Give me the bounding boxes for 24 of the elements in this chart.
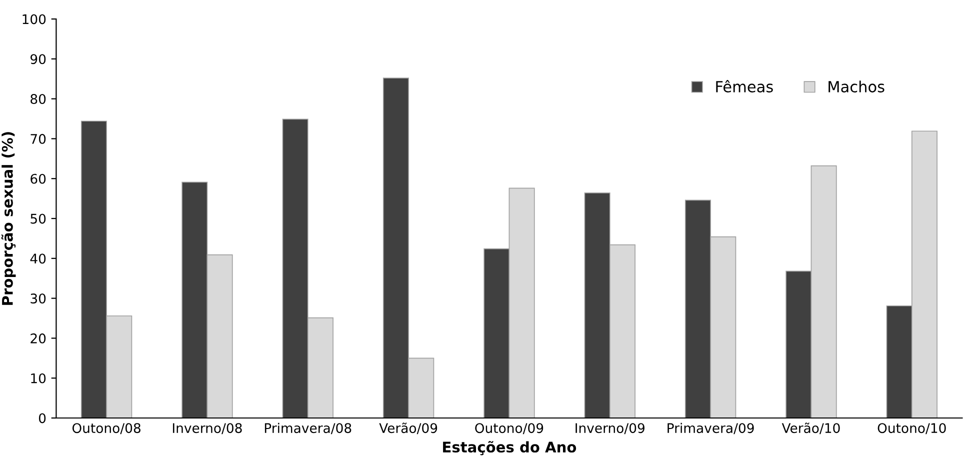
y-tick-label: 0 <box>38 413 46 424</box>
legend-label: Machos <box>828 80 884 92</box>
x-tick-label: Primavera/09 <box>668 422 754 434</box>
x-tick-label: Outono/09 <box>475 423 544 434</box>
y-tick-label: 70 <box>30 134 46 144</box>
y-tick-label: 80 <box>30 94 46 104</box>
legend-label: Fêmeas <box>716 80 773 92</box>
x-tick-label: Primavera/08 <box>264 422 352 434</box>
x-axis-title: Estações do Ano <box>443 441 576 456</box>
y-tick-label: 20 <box>30 333 46 344</box>
y-tick-label: 50 <box>30 214 46 224</box>
y-tick-label: 40 <box>30 254 46 264</box>
y-tick-label: 90 <box>30 54 46 64</box>
y-tick-label: 60 <box>30 174 46 184</box>
x-tick-label: Verão/10 <box>782 422 840 434</box>
y-tick-label: 30 <box>30 294 46 304</box>
x-tick-label: Verão/09 <box>379 422 438 434</box>
x-tick-label: Inverno/08 <box>172 423 242 434</box>
x-tick-label: Inverno/09 <box>576 423 644 434</box>
y-tick-label: 100 <box>22 14 46 24</box>
x-tick-label: Outono/08 <box>72 423 140 434</box>
y-tick-label: 10 <box>31 373 46 384</box>
y-axis-title: Proporção sexual (%) <box>1 132 16 305</box>
x-tick-label: Outono/10 <box>878 423 946 434</box>
